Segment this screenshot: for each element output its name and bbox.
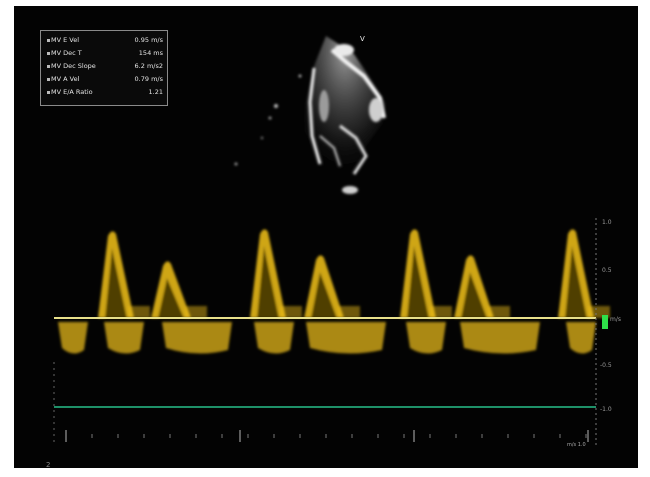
doppler-tail — [338, 306, 360, 318]
measurement-row: MV A Vel 0.79 m/s — [47, 74, 163, 85]
measurement-row: MV Dec Slope 6.2 m/s2 — [47, 61, 163, 72]
scale-label-baseline: m/s — [610, 316, 621, 323]
measurement-value: 6.2 m/s2 — [134, 62, 163, 70]
doppler-peak-envelope — [407, 246, 429, 318]
doppler-tail — [128, 306, 150, 318]
doppler-negative-block — [566, 322, 596, 354]
doppler-negative-block — [306, 322, 386, 354]
baseline-marker[interactable] — [602, 315, 608, 329]
probe-orientation-marker: V — [360, 35, 365, 43]
scale-label-top: 1.0 — [602, 219, 612, 226]
measurement-label: MV Dec T — [51, 49, 82, 57]
row-bullet — [47, 52, 50, 55]
measurement-label: MV E Vel — [51, 36, 80, 44]
time-axis-ticks — [65, 430, 589, 442]
heart-2d-image — [234, 36, 386, 196]
doppler-tail — [185, 306, 207, 318]
doppler-peak-envelope — [565, 246, 587, 318]
echocardiogram-image — [53, 36, 610, 446]
doppler-negative-block — [406, 322, 446, 354]
row-bullet — [47, 65, 50, 68]
measurement-label: MV Dec Slope — [51, 62, 96, 70]
measurement-value: 154 ms — [138, 49, 163, 57]
scale-label-neg-top: -1.0 — [600, 406, 612, 413]
row-bullet — [47, 91, 50, 94]
measurement-row: MV E Vel 0.95 m/s — [47, 35, 163, 46]
doppler-negative-block — [162, 322, 232, 354]
doppler-peak-envelope — [311, 272, 337, 318]
doppler-tail — [488, 306, 510, 318]
unit-label: m/s 1.0 — [567, 442, 586, 448]
doppler-negative-block — [104, 322, 144, 354]
corner-mark: 2 — [46, 461, 51, 468]
doppler-tail — [430, 306, 452, 318]
scale-label-neg-mid: -0.5 — [600, 362, 612, 369]
row-bullet — [47, 78, 50, 81]
scale-label-mid: 0.5 — [602, 267, 612, 274]
doppler-positive-peaks — [98, 229, 610, 318]
doppler-peak-envelope — [158, 278, 184, 318]
ultrasound-screen: MV E Vel 0.95 m/s MV Dec T 154 ms MV Dec Slo… — [14, 6, 638, 468]
doppler-peak-envelope — [105, 248, 127, 318]
doppler-negative-block — [254, 322, 294, 354]
doppler-tail — [280, 306, 302, 318]
doppler-peak-envelope — [257, 246, 279, 318]
row-bullet — [47, 39, 50, 42]
measurement-label: MV E/A Ratio — [51, 88, 93, 96]
measurement-value: 1.21 — [148, 88, 163, 96]
measurement-label: MV A Vel — [51, 75, 80, 83]
doppler-spectrum — [58, 229, 610, 354]
doppler-negative-block — [460, 322, 540, 354]
measurement-row: MV E/A Ratio 1.21 — [47, 87, 163, 98]
doppler-peak-envelope — [461, 272, 487, 318]
measurement-value: 0.79 m/s — [134, 75, 163, 83]
doppler-negative-block — [58, 322, 88, 354]
measurement-row: MV Dec T 154 ms — [47, 48, 163, 59]
measurement-panel: MV E Vel 0.95 m/s MV Dec T 154 ms MV Dec Slo… — [40, 30, 168, 106]
measurement-value: 0.95 m/s — [134, 36, 163, 44]
doppler-negative-signal — [58, 322, 596, 354]
